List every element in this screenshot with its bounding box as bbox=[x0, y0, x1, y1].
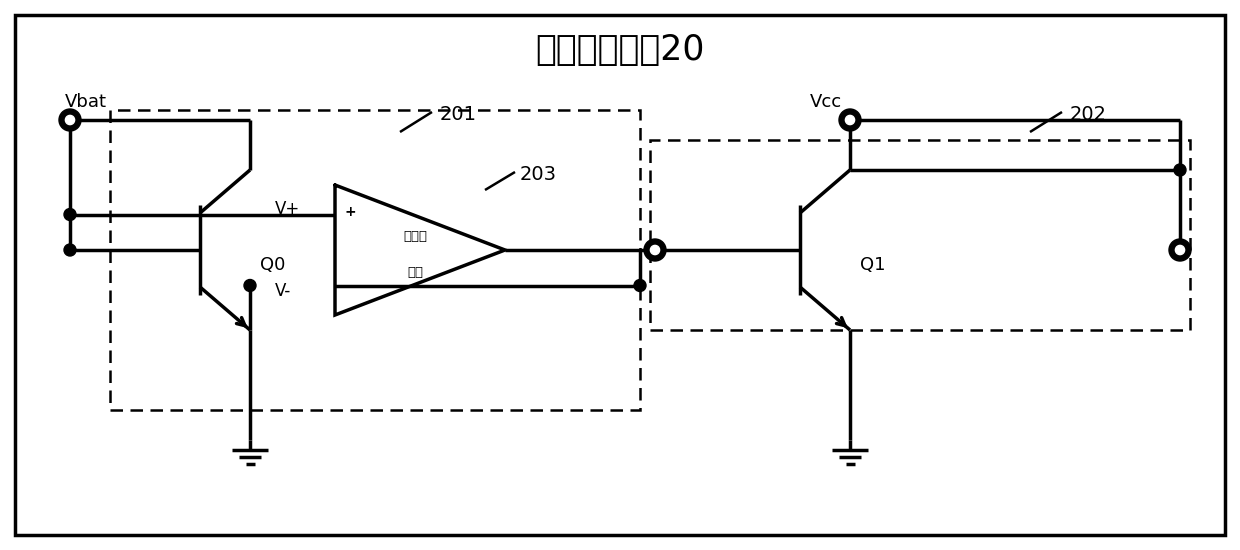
Text: 201: 201 bbox=[440, 106, 477, 124]
Text: 运算放: 运算放 bbox=[403, 230, 427, 244]
Text: 信号放大电路20: 信号放大电路20 bbox=[536, 33, 704, 67]
Text: V+: V+ bbox=[275, 201, 300, 218]
Text: 202: 202 bbox=[1070, 106, 1107, 124]
Text: Vbat: Vbat bbox=[64, 93, 107, 111]
Circle shape bbox=[64, 208, 76, 221]
Text: -: - bbox=[345, 278, 352, 295]
Circle shape bbox=[1174, 164, 1185, 176]
FancyBboxPatch shape bbox=[15, 15, 1225, 535]
Text: 大器: 大器 bbox=[407, 266, 423, 278]
Circle shape bbox=[846, 116, 854, 125]
Text: 203: 203 bbox=[520, 166, 557, 184]
Circle shape bbox=[1176, 245, 1184, 255]
Circle shape bbox=[244, 279, 255, 292]
Circle shape bbox=[64, 244, 76, 256]
Circle shape bbox=[60, 109, 81, 131]
Circle shape bbox=[1169, 239, 1190, 261]
Text: V-: V- bbox=[275, 282, 291, 300]
Circle shape bbox=[839, 109, 861, 131]
Text: Vcc: Vcc bbox=[810, 93, 842, 111]
Text: Q1: Q1 bbox=[861, 256, 885, 274]
Circle shape bbox=[650, 245, 660, 255]
Circle shape bbox=[66, 116, 74, 125]
Text: +: + bbox=[345, 205, 357, 218]
Circle shape bbox=[634, 279, 646, 292]
Circle shape bbox=[644, 239, 666, 261]
Text: Q0: Q0 bbox=[260, 256, 285, 274]
